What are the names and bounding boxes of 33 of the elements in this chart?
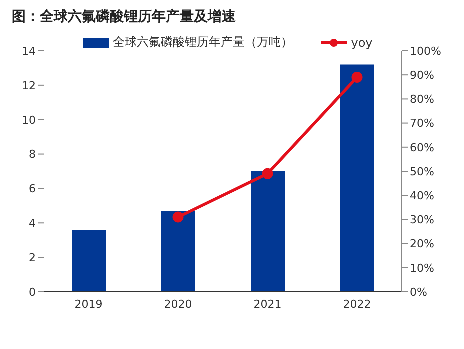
y2-tick-label: 0%: [410, 286, 428, 299]
x-tick-label: 2021: [254, 298, 282, 311]
y-tick-label: 0: [29, 286, 36, 299]
bar: [72, 230, 106, 292]
x-tick-label: 2022: [343, 298, 372, 311]
y-tick-label: 14: [22, 44, 36, 58]
y-tick-label: 2: [29, 251, 36, 264]
y-tick-label: 8: [29, 148, 36, 162]
bar: [251, 172, 285, 292]
y-tick-label: 12: [22, 79, 36, 92]
bar: [162, 211, 196, 292]
bar: [340, 64, 374, 292]
legend-label: yoy: [350, 34, 373, 51]
legend-label: 全球六氟磷酸锂历年产量（万吨）: [112, 34, 294, 51]
chart-title: 图：全球六氟磷酸锂历年产量及增速: [12, 8, 237, 26]
point: [262, 168, 274, 180]
y2-tick-label: 20%: [410, 238, 434, 251]
y2-tick-label: 70%: [410, 117, 434, 130]
y2-tick-label: 50%: [410, 165, 434, 178]
y2-tick-label: 60%: [410, 141, 434, 154]
y-tick-label: 10: [22, 114, 36, 127]
y-tick-label: 4: [29, 217, 36, 230]
y2-tick-label: 100%: [410, 44, 442, 58]
point: [172, 212, 184, 223]
point: [352, 72, 363, 84]
x-tick-label: 2019: [74, 298, 103, 311]
y2-tick-label: 80%: [410, 93, 434, 106]
y2-tick-label: 90%: [410, 69, 434, 82]
x-tick-label: 2020: [164, 298, 192, 311]
y-tick-label: 6: [29, 182, 36, 196]
y2-tick-label: 30%: [410, 214, 434, 227]
y2-tick-label: 10%: [410, 262, 434, 275]
y2-tick-label: 40%: [410, 190, 434, 203]
